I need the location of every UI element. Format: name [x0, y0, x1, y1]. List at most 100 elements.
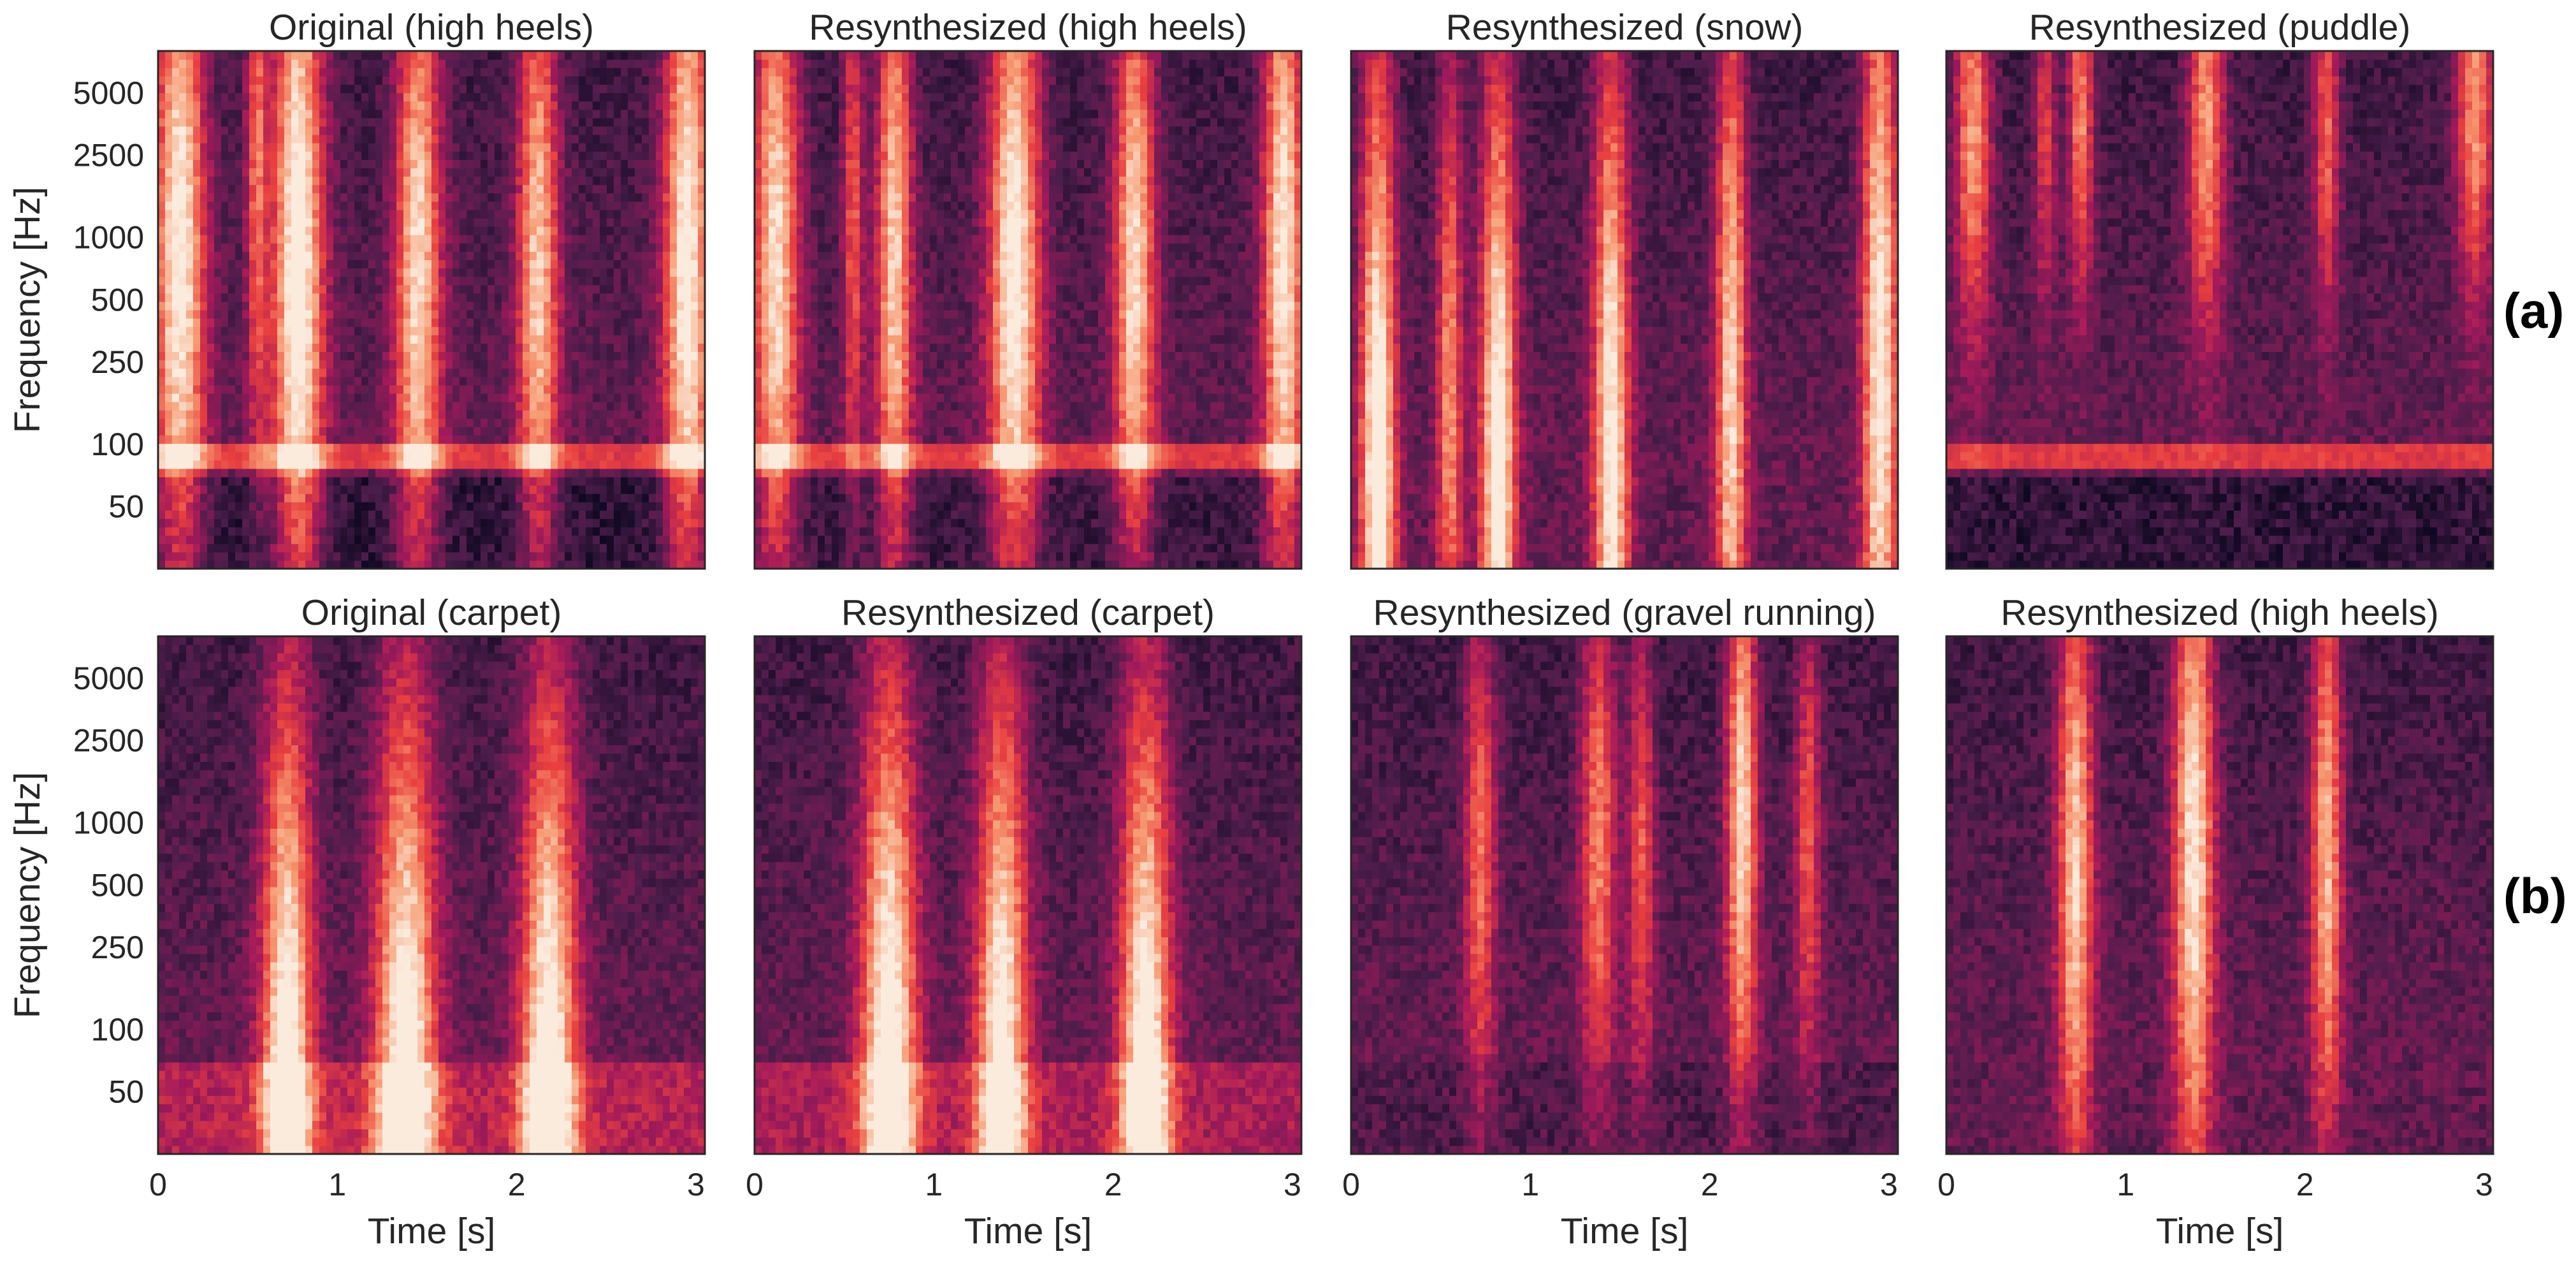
- spectrogram-cell: [158, 268, 166, 277]
- spectrogram-cell: [193, 443, 201, 453]
- spectrogram-cell: [558, 76, 565, 85]
- spectrogram-cell: [270, 543, 278, 553]
- spectrogram-cell: [502, 59, 509, 68]
- spectrogram-cell: [158, 76, 166, 85]
- spectrogram-cell: [256, 418, 264, 427]
- spectrogram-cell: [375, 184, 383, 194]
- spectrogram-cell: [319, 326, 327, 335]
- spectrogram-cell: [607, 402, 614, 411]
- spectrogram-cell: [158, 560, 166, 569]
- spectrogram-cell: [684, 360, 691, 369]
- spectrogram-cell: [179, 518, 187, 528]
- spectrogram-cell: [621, 493, 628, 502]
- spectrogram-cell: [305, 101, 313, 110]
- spectrogram-cell: [396, 384, 404, 394]
- spectrogram-cell: [389, 301, 397, 310]
- spectrogram-cell: [200, 551, 208, 561]
- spectrogram-cell: [649, 485, 656, 494]
- spectrogram-cell: [284, 543, 292, 553]
- spectrogram-cell: [403, 326, 411, 335]
- spectrogram-cell: [642, 343, 649, 353]
- spectrogram-cell: [172, 51, 180, 60]
- spectrogram-cell: [649, 384, 656, 394]
- spectrogram-cell: [319, 543, 327, 553]
- spectrogram-cell: [579, 551, 586, 561]
- spectrogram-cell: [193, 301, 201, 310]
- spectrogram-cell: [663, 284, 670, 294]
- spectrogram-cell: [277, 251, 285, 261]
- spectrogram-cell: [474, 76, 481, 85]
- spectrogram-cell: [530, 368, 537, 377]
- spectrogram-cell: [424, 217, 432, 227]
- spectrogram-cell: [670, 284, 677, 294]
- spectrogram-cell: [474, 59, 481, 68]
- spectrogram-cell: [228, 84, 236, 94]
- spectrogram-cell: [207, 335, 215, 344]
- spectrogram-cell: [445, 402, 453, 411]
- spectrogram-cell: [235, 418, 243, 427]
- spectrogram-cell: [319, 360, 327, 369]
- spectrogram-cell: [572, 293, 579, 302]
- spectrogram-cell: [551, 226, 558, 235]
- spectrogram-cell: [228, 143, 236, 152]
- spectrogram-cell: [663, 443, 670, 453]
- spectrogram-cell: [481, 284, 488, 294]
- spectrogram-cell: [537, 343, 544, 353]
- spectrogram-cell: [375, 235, 383, 244]
- spectrogram-cell: [172, 527, 180, 536]
- spectrogram-cell: [207, 410, 215, 419]
- spectrogram-cell: [291, 193, 299, 202]
- spectrogram-cell: [565, 460, 572, 469]
- spectrogram-cell: [614, 259, 621, 269]
- spectrogram-cell: [172, 176, 180, 186]
- spectrogram-cell: [179, 468, 187, 478]
- spectrogram-cell: [600, 543, 607, 553]
- spectrogram-cell: [319, 168, 327, 177]
- spectrogram-cell: [375, 209, 383, 219]
- spectrogram-cell: [445, 51, 453, 60]
- spectrogram-cell: [228, 176, 236, 186]
- spectrogram-cell: [495, 59, 502, 68]
- spectrogram-cell: [474, 502, 481, 511]
- spectrogram-cell: [677, 76, 684, 85]
- spectrogram-cell: [481, 293, 488, 302]
- spectrogram-cell: [642, 268, 649, 277]
- spectrogram-cell: [221, 510, 229, 520]
- spectrogram-cell: [600, 284, 607, 294]
- spectrogram-cell: [228, 410, 236, 419]
- spectrogram-cell: [663, 451, 670, 461]
- spectrogram-cell: [221, 109, 229, 119]
- spectrogram-cell: [340, 376, 348, 386]
- spectrogram-cell: [698, 393, 706, 402]
- spectrogram-cell: [586, 326, 593, 335]
- spectrogram-cell: [670, 476, 677, 486]
- spectrogram-cell: [551, 193, 558, 202]
- spectrogram-cell: [1252, 551, 1260, 561]
- spectrogram-cell: [579, 143, 586, 152]
- spectrogram-cell: [298, 301, 306, 310]
- spectrogram-cell: [572, 493, 579, 502]
- spectrogram-cell: [410, 126, 418, 135]
- spectrogram-cell: [165, 427, 173, 436]
- spectrogram-cell: [1168, 551, 1176, 561]
- spectrogram-cell: [347, 384, 355, 394]
- spectrogram-cell: [670, 209, 677, 219]
- spectrogram-cell: [249, 217, 257, 227]
- spectrogram-cell: [467, 176, 474, 186]
- spectrogram-cell: [284, 76, 292, 85]
- spectrogram-cell: [642, 193, 649, 202]
- spectrogram-cell: [452, 226, 460, 235]
- spectrogram-cell: [452, 251, 460, 261]
- spectrogram-cell: [340, 560, 348, 569]
- spectrogram-cell: [277, 84, 285, 94]
- spectrogram-cell: [1280, 560, 1288, 569]
- spectrogram-cell: [354, 427, 362, 436]
- spectrogram-cell: [621, 251, 628, 261]
- spectrogram-cell: [179, 176, 187, 186]
- spectrogram-cell: [459, 393, 467, 402]
- spectrogram-cell: [382, 493, 390, 502]
- spectrogram-cell: [523, 134, 530, 143]
- spectrogram-cell: [551, 502, 558, 511]
- spectrogram-cell: [481, 259, 488, 269]
- spectrogram-cell: [649, 101, 656, 110]
